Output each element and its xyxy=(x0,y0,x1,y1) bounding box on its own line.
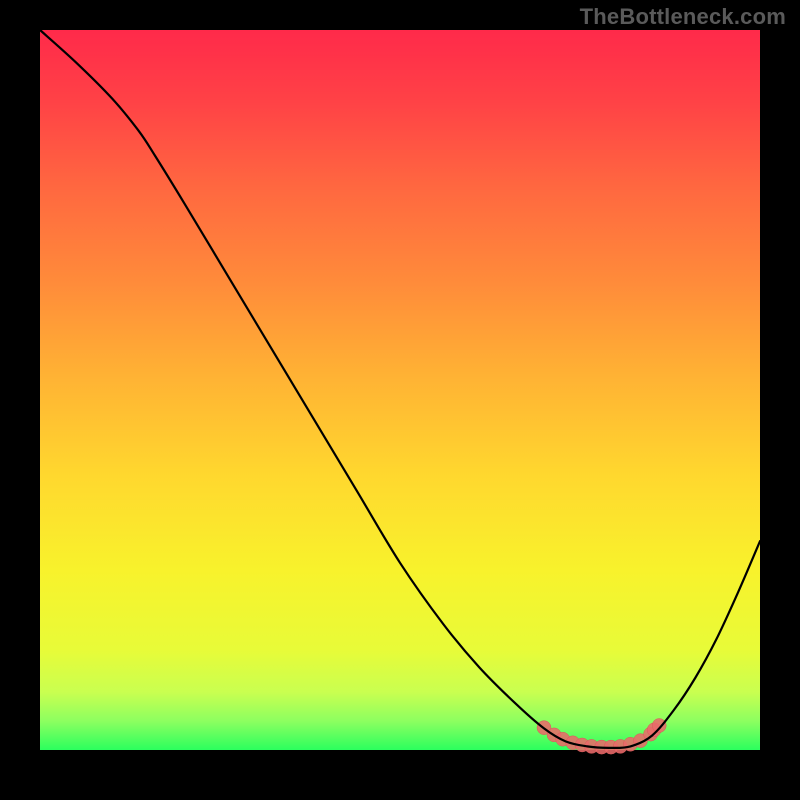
plot-background xyxy=(40,30,760,750)
bottleneck-chart xyxy=(0,0,800,800)
watermark-text: TheBottleneck.com xyxy=(580,4,786,30)
bottom-marker xyxy=(652,719,666,733)
